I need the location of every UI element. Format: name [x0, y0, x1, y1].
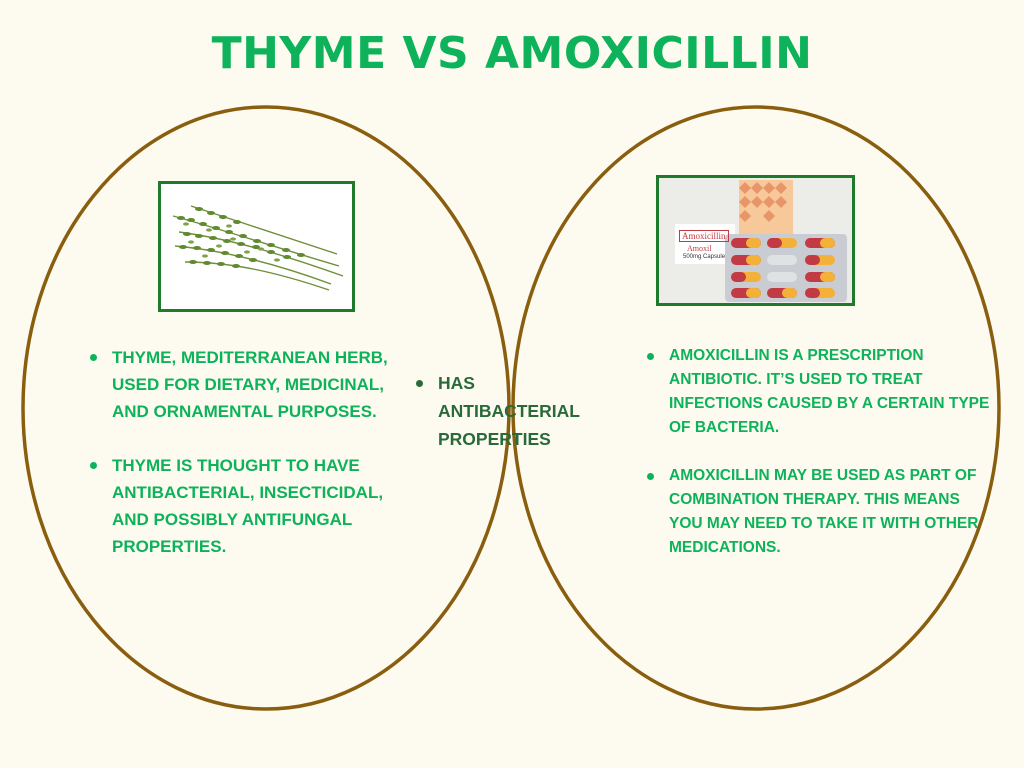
list-item: THYME, MEDITERRANEAN HERB, USED FOR DIET…: [88, 344, 418, 425]
shared-facts-list: HAS ANTIBACTERIAL PROPERTIES: [414, 369, 614, 453]
list-item: THYME IS THOUGHT TO HAVE ANTIBACTERIAL, …: [88, 452, 418, 560]
amoxicillin-image: Amoxicillin Amoxil 500mg Capsule: [656, 175, 855, 306]
amoxicillin-facts-list: AMOXICILLIN IS A PRESCRIPTION ANTIBIOTIC…: [645, 344, 990, 584]
venn-circle-right: [511, 105, 1001, 711]
list-item: AMOXICILLIN IS A PRESCRIPTION ANTIBIOTIC…: [645, 344, 990, 440]
thyme-image: [158, 181, 355, 312]
list-item: HAS ANTIBACTERIAL PROPERTIES: [414, 369, 614, 453]
list-item: AMOXICILLIN MAY BE USED AS PART OF COMBI…: [645, 464, 990, 560]
box-brand: Amoxil: [687, 244, 712, 253]
thyme-facts-list: THYME, MEDITERRANEAN HERB, USED FOR DIET…: [88, 344, 418, 587]
venn-circle-left: [21, 105, 511, 711]
page-title: THYME VS AMOXICILLIN: [211, 28, 813, 79]
box-label: Amoxicillin: [679, 230, 729, 242]
box-dose: 500mg Capsule: [683, 254, 726, 260]
thyme-sprigs-icon: [161, 184, 352, 309]
